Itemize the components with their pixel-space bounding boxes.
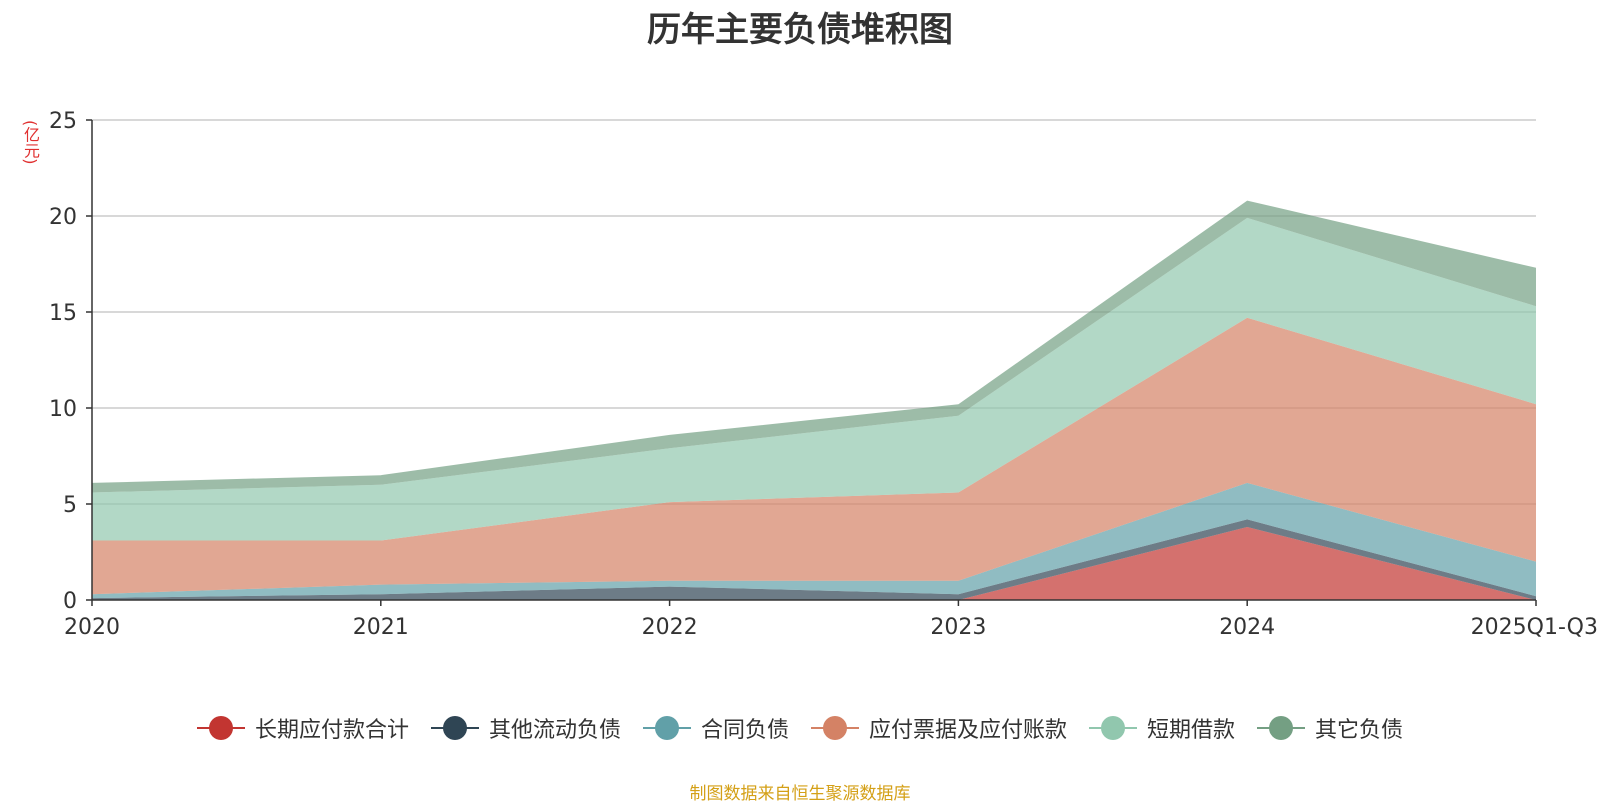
x-tick-label: 2020: [64, 615, 120, 640]
legend-item[interactable]: 其他流动负债: [430, 712, 621, 744]
legend-item[interactable]: 合同负债: [642, 712, 789, 744]
legend: 长期应付款合计 其他流动负债 合同负债 应付票据及应付账款 短期借款 其它负债: [0, 712, 1600, 744]
area-series: [92, 200, 1536, 600]
x-tick-label: 2025Q1-Q3: [1471, 615, 1598, 640]
x-tick-label: 2024: [1219, 615, 1275, 640]
y-tick-label: 15: [49, 301, 77, 326]
y-tick-label: 10: [49, 397, 77, 422]
x-tick-label: 2023: [930, 615, 986, 640]
legend-marker-icon: [642, 716, 691, 740]
axes: 0 5 10 15 20 25 2020 2021 2022 2023 2024 2025Q1-Q3: [49, 109, 1598, 640]
chart-title: 历年主要负债堆积图: [647, 10, 953, 50]
legend-marker-icon: [811, 716, 859, 740]
area-series-4: [92, 317, 1536, 595]
y-tick-label: 25: [49, 109, 77, 134]
x-tick-label: 2022: [642, 615, 698, 640]
y-tick-label: 5: [63, 493, 77, 518]
area-series-3: [92, 482, 1536, 599]
legend-label: 其他流动负债: [488, 718, 621, 743]
legend-label: 应付票据及应付账款: [869, 718, 1068, 743]
legend-marker-icon: [196, 716, 245, 740]
legend-item[interactable]: 短期借款: [1089, 712, 1235, 744]
y-tick-label: 20: [49, 205, 77, 230]
y-tick-label: 0: [63, 589, 77, 614]
source-note: 制图数据来自恒生聚源数据库: [689, 784, 911, 804]
legend-label: 短期借款: [1147, 718, 1236, 743]
area-series-1: [92, 527, 1536, 600]
area-series-5: [92, 217, 1536, 541]
x-tick-label: 2021: [353, 615, 409, 640]
legend-item[interactable]: 其它负债: [1257, 712, 1403, 744]
legend-label: 长期应付款合计: [254, 718, 409, 743]
area-series-2: [92, 519, 1536, 600]
legend-item[interactable]: 应付票据及应付账款: [811, 712, 1067, 744]
legend-item[interactable]: 长期应付款合计: [196, 712, 409, 744]
legend-label: 合同负债: [700, 718, 789, 743]
y-axis-unit-label: (亿元): [21, 120, 40, 165]
legend-label: 其它负债: [1315, 718, 1404, 743]
legend-marker-icon: [430, 716, 479, 740]
legend-marker-icon: [1257, 716, 1306, 740]
legend-marker-icon: [1089, 716, 1138, 740]
